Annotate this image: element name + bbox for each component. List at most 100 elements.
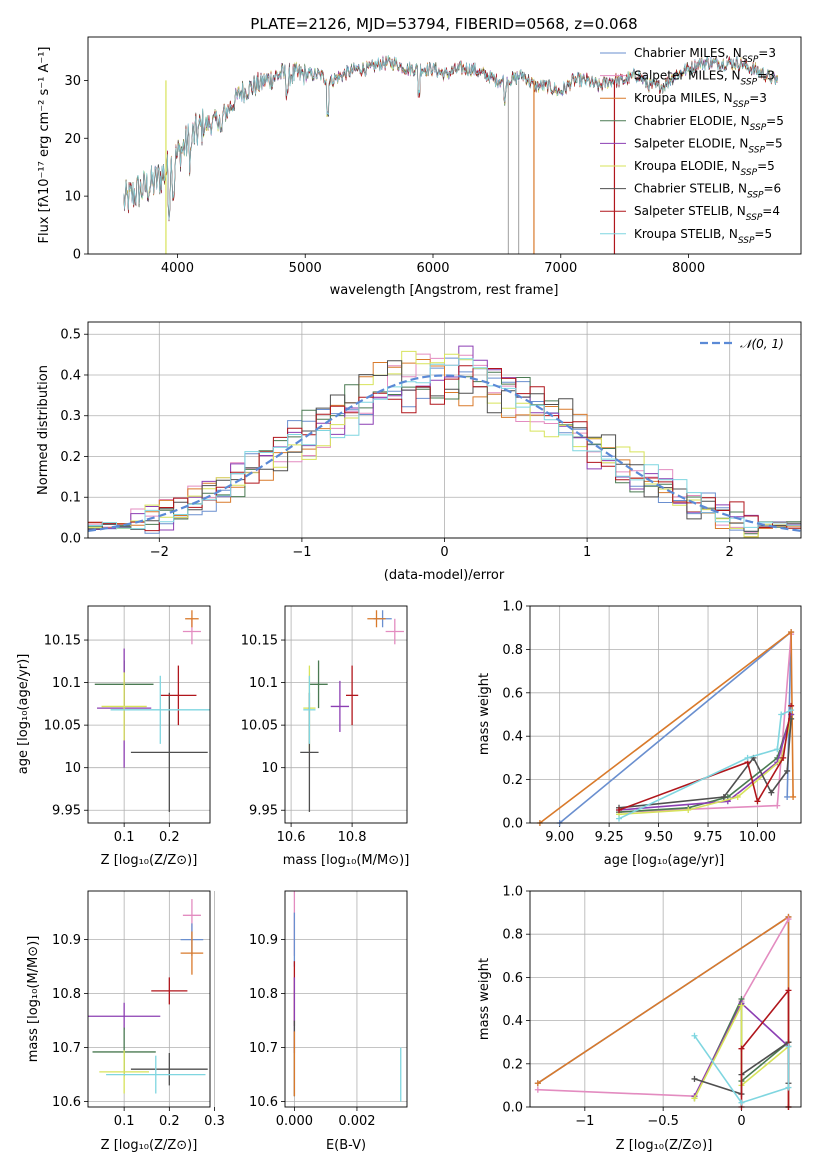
- z-age-xtick-label: 0.1: [114, 830, 135, 845]
- z-mass-axes: 0.1 0.2 0.3 10.6 10.7 10.8 10.9: [52, 891, 225, 1129]
- age-weight-marker: [774, 746, 781, 753]
- residuals-ytick-label: 0.3: [60, 409, 81, 424]
- age-weight-ytick-label: 0.0: [502, 817, 523, 832]
- age-weight-series-4: [618, 714, 792, 811]
- age-weight-xtick-label: 9.50: [644, 830, 673, 845]
- z-age-ytick-label: 10.15: [44, 634, 81, 649]
- ebv-mass-xtick-label: 0.002: [338, 1114, 375, 1129]
- z-age-point-7: [110, 675, 210, 744]
- legend-label-8: Kroupa STELIB, NSSP=5: [634, 227, 772, 246]
- age-weight-xtick-label: 9.00: [545, 830, 574, 845]
- age-weight-axes: 9.00 9.25 9.50 9.75 10.00 0.0 0.2 0.4 0.6 0.8 1.0: [502, 600, 801, 845]
- z-weight-marker: [738, 1099, 745, 1106]
- z-age-xtick-label: 0.2: [159, 830, 180, 845]
- mass-age-ytick-label: 10.15: [241, 634, 278, 649]
- ebv-mass-axes: 0.000 0.002 10.6 10.7 10.8 10.9: [249, 891, 407, 1129]
- mass-age-point-0: [385, 618, 404, 645]
- mass-age-xtick-label: 10.6: [277, 830, 306, 845]
- age-weight-ytick-label: 1.0: [502, 600, 523, 615]
- mass-age-point-2: [367, 610, 386, 628]
- age-weight-marker: [754, 798, 761, 805]
- normal-curve: [88, 374, 801, 532]
- spectrum-ytick-label: 0: [73, 248, 81, 263]
- z-weight-marker: [785, 1043, 792, 1050]
- z-age-ytick-label: 10.1: [52, 676, 81, 691]
- z-weight-marker: [738, 1002, 745, 1009]
- age-weight-xtick-label: 9.75: [694, 830, 723, 845]
- age-weight-marker: [616, 806, 623, 813]
- z-mass-point-2: [180, 931, 204, 975]
- legend-label-7: Salpeter STELIB, NSSP=4: [634, 204, 780, 223]
- z-age-axes: 0.1 0.2 9.95 10 10.05 10.1 10.15: [44, 606, 210, 845]
- z-weight-ytick-label: 0.2: [502, 1057, 523, 1072]
- spectrum-title: PLATE=2126, MJD=53794, FIBERID=0568, z=0…: [250, 15, 637, 33]
- age-weight-series-7: [618, 705, 792, 811]
- histogram-series-8: [88, 358, 801, 530]
- spectrum-ylabel: Flux [fλ10⁻¹⁷ erg cm⁻² s⁻¹ A⁻¹]: [37, 47, 52, 244]
- z-mass-xtick-label: 0.1: [114, 1114, 135, 1129]
- z-weight-marker: [691, 1095, 698, 1102]
- z-mass-point-7: [130, 1053, 208, 1086]
- spectrum-xtick-label: 5000: [289, 261, 322, 276]
- mass-age-axes: 10.6 10.8 9.95 10 10.05 10.1 10.15: [241, 606, 407, 845]
- legend-label-4: Salpeter ELODIE, NSSP=5: [634, 136, 783, 155]
- residuals-ytick-label: 0.1: [60, 491, 81, 506]
- histogram-series-5: [88, 350, 801, 538]
- age-weight-xlabel: age [log₁₀(age/yr)]: [604, 853, 725, 868]
- mass-age-point-4: [330, 680, 350, 732]
- spectrum-panel: PLATE=2126, MJD=53794, FIBERID=0568, z=0…: [37, 15, 638, 298]
- residuals-ytick-label: 0.4: [60, 368, 81, 383]
- z-weight-marker: [534, 1080, 541, 1087]
- ebv-mass-ytick-label: 10.6: [249, 1095, 278, 1110]
- age-weight-ytick-label: 0.4: [502, 730, 523, 745]
- z-mass-xtick-label: 0.3: [204, 1114, 225, 1129]
- age-weight-marker: [616, 815, 623, 822]
- plot-frame: [87, 890, 211, 1108]
- z-mass-point-6: [99, 1050, 149, 1094]
- z-age-point-1: [185, 610, 199, 628]
- z-age-point-5: [130, 692, 208, 812]
- residuals-ytick-label: 0.0: [60, 532, 81, 547]
- ebv-mass-xtick-label: 0.000: [276, 1114, 313, 1129]
- age-weight-marker: [774, 802, 781, 809]
- z-mass-ytick-label: 10.8: [52, 987, 81, 1002]
- mass-age-ytick-label: 9.95: [249, 804, 278, 819]
- mass-age-ytick-label: 10.05: [241, 719, 278, 734]
- age-weight-marker: [744, 754, 751, 761]
- spectrum-xtick-label: 7000: [544, 261, 577, 276]
- z-mass-point-4: [88, 1002, 161, 1030]
- z-weight-ylabel: mass weight: [477, 958, 492, 1040]
- ebv-mass-ytick-label: 10.9: [249, 933, 278, 948]
- z-mass-point-3: [151, 977, 188, 1005]
- spectrum-axes: 4000 5000 6000 7000 8000 0 10 20 30: [64, 54, 779, 276]
- z-age-point-4: [101, 672, 147, 741]
- spectrum-ytick-label: 10: [64, 190, 81, 205]
- age-weight-marker: [778, 711, 785, 718]
- age-weight-ylabel: mass weight: [477, 673, 492, 755]
- residuals-xtick-label: 2: [726, 545, 734, 560]
- z-weight-axes: −1 −0.5 0 0.0 0.2 0.4 0.6 0.8 1.0: [502, 885, 801, 1129]
- age-weight-xtick-label: 9.25: [595, 830, 624, 845]
- z-weight-ytick-label: 0.0: [502, 1101, 523, 1116]
- age-weight-marker: [784, 793, 791, 800]
- age-weight-ytick-label: 0.6: [502, 686, 523, 701]
- residuals-legend-label: 𝒩(0, 1): [740, 337, 784, 351]
- age-weight-marker: [788, 707, 795, 714]
- z-age-point-6: [160, 665, 197, 726]
- plot-frame: [284, 605, 408, 824]
- plot-frame: [87, 605, 211, 824]
- z-mass-point-8: [106, 1055, 206, 1094]
- age-weight-series-6: [618, 718, 792, 809]
- spectrum-xtick-label: 6000: [416, 261, 449, 276]
- age-weight-marker: [685, 806, 692, 813]
- plot-frame: [529, 890, 802, 1108]
- residuals-ytick-label: 0.5: [60, 328, 81, 343]
- spectrum-xlabel: wavelength [Angstrom, rest frame]: [330, 283, 559, 298]
- z-weight-series-5: [693, 1005, 790, 1099]
- z-age-ytick-label: 9.95: [52, 804, 81, 819]
- z-weight-ytick-label: 0.6: [502, 971, 523, 986]
- mass-age-ytick-label: 10: [261, 761, 278, 776]
- mass-age-xtick-label: 10.8: [338, 830, 367, 845]
